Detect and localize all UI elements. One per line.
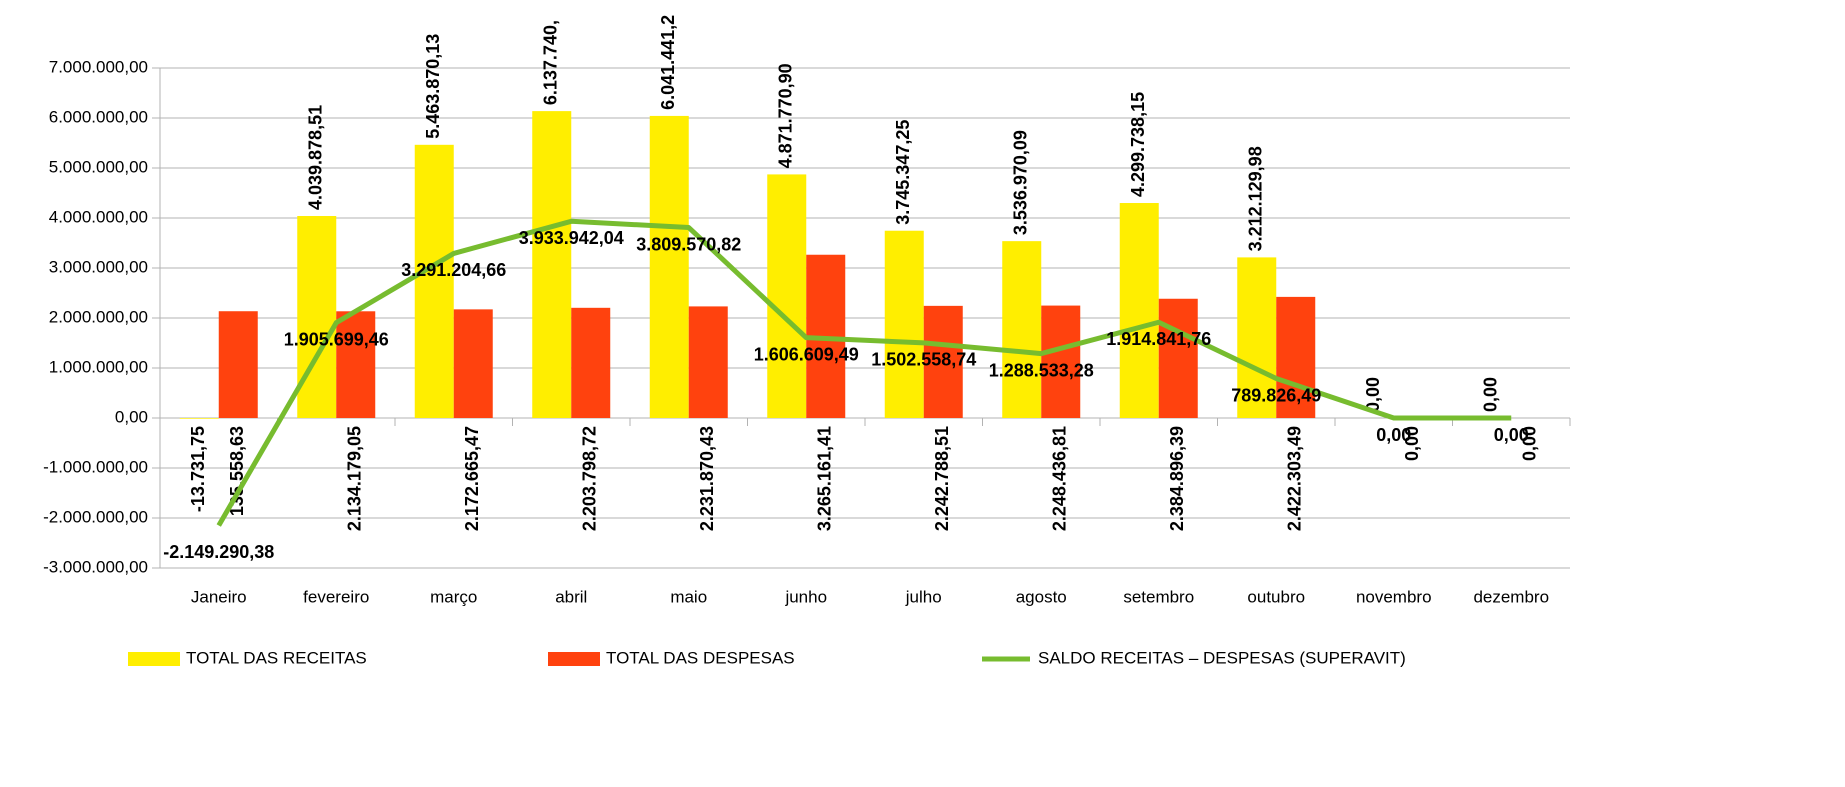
bar: [179, 418, 219, 419]
y-tick-label: 0,00: [115, 407, 148, 426]
bar: [649, 115, 689, 418]
legend-swatch: [548, 652, 600, 666]
bar: [532, 111, 572, 418]
bar: [297, 216, 337, 418]
x-tick-label: setembro: [1123, 587, 1194, 606]
y-tick-label: 3.000.000,00: [49, 257, 148, 276]
value-label: -2.149.290,38: [163, 542, 274, 562]
value-label: 3.212.129,98: [1246, 146, 1266, 251]
bar: [1002, 241, 1042, 418]
legend-swatch: [128, 652, 180, 666]
value-label: 0,00: [1363, 377, 1383, 412]
bar: [1158, 298, 1198, 418]
x-tick-label: novembro: [1356, 587, 1432, 606]
value-label: 5.463.870,13: [423, 34, 443, 139]
x-tick-label: agosto: [1016, 587, 1067, 606]
value-label: 3.291.204,66: [401, 260, 506, 280]
value-label: 6.041.441,2: [658, 15, 678, 110]
value-label: 0,00: [1376, 425, 1411, 445]
x-tick-label: março: [430, 587, 477, 606]
y-tick-label: 4.000.000,00: [49, 207, 148, 226]
y-tick-label: 7.000.000,00: [49, 57, 148, 76]
x-tick-label: abril: [555, 587, 587, 606]
bar: [1119, 203, 1159, 418]
value-label: 0,00: [1520, 426, 1540, 461]
y-tick-label: -3.000.000,00: [43, 557, 148, 576]
value-label: 1.606.609,49: [754, 344, 859, 364]
y-tick-label: -2.000.000,00: [43, 507, 148, 526]
x-tick-label: dezembro: [1473, 587, 1549, 606]
value-label: 2.172.665,47: [462, 426, 482, 531]
x-tick-label: julho: [905, 587, 942, 606]
y-tick-label: 5.000.000,00: [49, 157, 148, 176]
value-label: 4.039.878,51: [306, 105, 326, 210]
x-tick-label: maio: [670, 587, 707, 606]
bar: [767, 174, 807, 418]
x-tick-label: outubro: [1247, 587, 1305, 606]
value-label: 3.809.570,82: [636, 234, 741, 254]
value-label: 3.933.942,04: [519, 228, 624, 248]
bar: [571, 307, 611, 418]
value-label: 1.914.841,76: [1106, 329, 1211, 349]
bar: [336, 311, 376, 418]
value-label: -13.731,75: [188, 426, 208, 512]
bar: [1237, 257, 1277, 418]
value-label: 1.288.533,28: [989, 360, 1094, 380]
value-label: 2.422.303,49: [1285, 426, 1305, 531]
x-tick-label: fevereiro: [303, 587, 369, 606]
value-label: 2.134.179,05: [345, 426, 365, 531]
value-label: 3.536.970,09: [1011, 130, 1031, 235]
y-tick-label: 6.000.000,00: [49, 107, 148, 126]
value-label: 2.248.436,81: [1050, 426, 1070, 531]
value-label: 3.265.161,41: [815, 426, 835, 531]
y-tick-label: -1.000.000,00: [43, 457, 148, 476]
value-label: 4.299.738,15: [1128, 92, 1148, 197]
bar: [923, 305, 963, 418]
line: [216, 218, 1512, 527]
value-label: 3.745.347,25: [893, 120, 913, 225]
value-label: 6.137.740,: [541, 20, 561, 105]
value-label: 2.203.798,72: [580, 426, 600, 531]
legend-label: TOTAL DAS RECEITAS: [186, 648, 367, 667]
value-label: 4.871.770,90: [776, 63, 796, 168]
bar: [453, 309, 493, 418]
value-label: 2.231.870,43: [697, 426, 717, 531]
bar: [1041, 305, 1081, 418]
value-label: 2.384.896,39: [1167, 426, 1187, 531]
value-label: 789.826,49: [1231, 385, 1321, 405]
legend-label: TOTAL DAS DESPESAS: [606, 648, 795, 667]
bar: [218, 311, 258, 418]
legend-label: SALDO RECEITAS – DESPESAS (SUPERAVIT): [1038, 648, 1406, 667]
value-label: 0,00: [1402, 426, 1422, 461]
y-tick-label: 2.000.000,00: [49, 307, 148, 326]
value-label: 135.558,63: [227, 426, 247, 516]
x-tick-label: junho: [784, 587, 827, 606]
value-label: 0,00: [1494, 425, 1529, 445]
value-label: 2.242.788,51: [932, 426, 952, 531]
bar: [688, 306, 728, 418]
value-label: 1.905.699,46: [284, 329, 389, 349]
bar: [884, 230, 924, 418]
bar: [414, 144, 454, 418]
value-label: 1.502.558,74: [871, 350, 976, 370]
x-tick-label: Janeiro: [191, 587, 247, 606]
bar: [1276, 296, 1316, 418]
value-label: 0,00: [1481, 377, 1501, 412]
y-tick-label: 1.000.000,00: [49, 357, 148, 376]
